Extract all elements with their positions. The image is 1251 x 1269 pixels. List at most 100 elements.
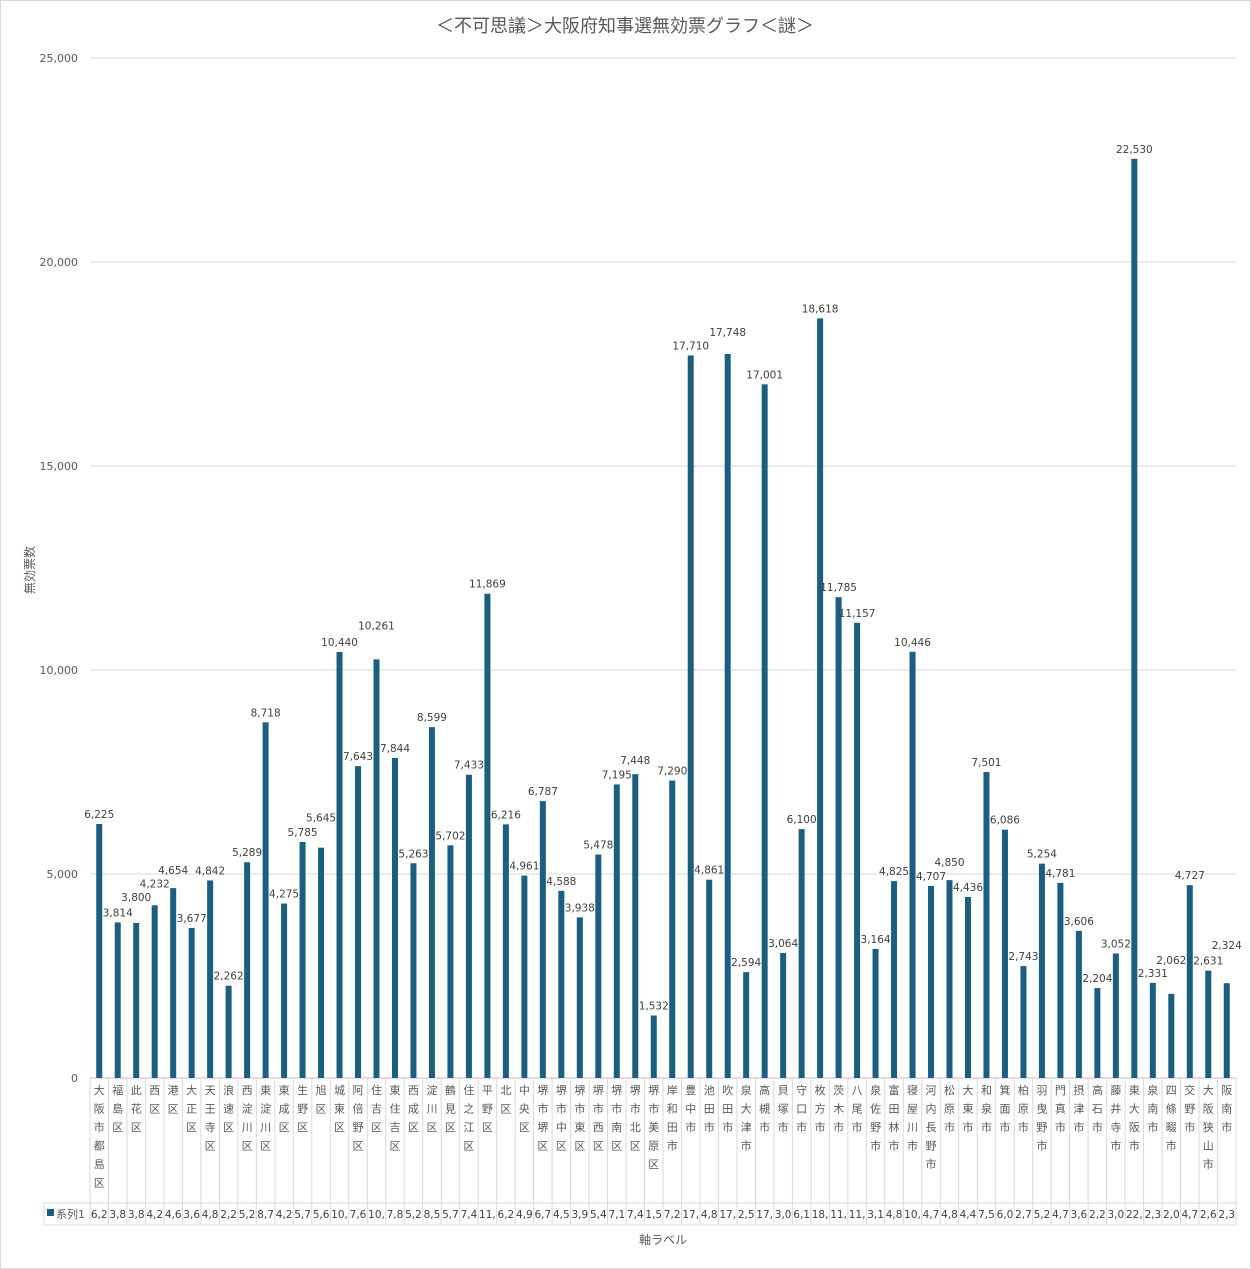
- table-cell-value: 2,7: [1015, 1209, 1032, 1221]
- x-tick-label: 北区: [500, 1084, 511, 1116]
- bar: [1223, 983, 1230, 1078]
- bar: [687, 355, 694, 1078]
- data-label: 2,331: [1138, 968, 1168, 980]
- table-cell-value: 5,6: [313, 1209, 330, 1221]
- y-tick-label: 15,000: [40, 460, 79, 473]
- table-cell-value: 5,2: [1034, 1209, 1051, 1221]
- x-tick-label: 岸和田市: [667, 1084, 678, 1153]
- bar: [964, 897, 971, 1078]
- x-tick-label: 堺市北区: [630, 1084, 641, 1153]
- table-cell-value: 18,: [812, 1209, 829, 1221]
- bar: [650, 1015, 657, 1078]
- x-tick-label: 東成区: [279, 1084, 290, 1134]
- data-label: 5,478: [583, 839, 613, 851]
- bar: [188, 927, 195, 1078]
- table-cell-value: 4,8: [941, 1209, 958, 1221]
- x-tick-label: 箕面市: [999, 1083, 1010, 1134]
- data-label: 2,743: [1008, 951, 1038, 963]
- x-tick-label: 高石市: [1092, 1083, 1103, 1134]
- table-cell-value: 4,8: [701, 1209, 718, 1221]
- bar: [502, 824, 509, 1078]
- x-tick-label: 門真市: [1055, 1084, 1066, 1134]
- data-label: 18,618: [802, 303, 839, 315]
- table-cell-value: 10,: [904, 1209, 921, 1221]
- table-cell-value: 11,: [830, 1209, 847, 1221]
- data-label: 4,781: [1045, 868, 1075, 880]
- data-label: 5,645: [306, 813, 336, 825]
- bar: [835, 597, 842, 1078]
- table-cell-value: 7,4: [461, 1209, 478, 1221]
- x-tick-label: 摂津市: [1073, 1083, 1084, 1134]
- data-label: 6,787: [528, 786, 558, 798]
- bar: [465, 774, 472, 1078]
- data-label: 5,702: [435, 830, 465, 842]
- data-label: 4,850: [934, 857, 964, 869]
- bar: [428, 727, 435, 1078]
- bar: [1038, 863, 1045, 1078]
- table-cell-value: 7,2: [664, 1209, 681, 1221]
- data-label: 10,440: [321, 637, 358, 649]
- legend-label: 系列1: [56, 1207, 85, 1221]
- x-tick-label: 福島区: [112, 1083, 123, 1134]
- data-label: 3,164: [861, 934, 891, 946]
- x-tick-label: 平野区: [482, 1084, 493, 1134]
- data-label: 3,800: [121, 892, 151, 904]
- x-tick-label: 堺市南区: [611, 1084, 622, 1153]
- data-label: 10,261: [358, 620, 395, 632]
- table-cell-value: 4,6: [165, 1209, 182, 1221]
- bar: [854, 622, 861, 1078]
- data-label: 4,436: [953, 882, 983, 894]
- table-cell-value: 4,7: [1181, 1209, 1198, 1221]
- data-label: 2,262: [214, 971, 244, 983]
- bar: [1149, 982, 1156, 1078]
- bar: [743, 972, 750, 1078]
- x-tick-label: 泉佐野市: [870, 1083, 881, 1153]
- x-tick-label: 堺市堺区: [537, 1084, 548, 1153]
- x-tick-label: 住之江区: [463, 1083, 474, 1153]
- table-cell-value: 4,7: [1052, 1209, 1069, 1221]
- y-tick-label: 10,000: [40, 664, 79, 677]
- data-label: 2,324: [1212, 940, 1242, 952]
- bar: [558, 890, 565, 1078]
- bar: [1112, 953, 1119, 1078]
- y-tick-label: 20,000: [40, 256, 79, 269]
- x-tick-label: 枚方市: [815, 1083, 826, 1134]
- bar: [114, 922, 121, 1078]
- x-tick-label: 淀川区: [426, 1083, 437, 1134]
- bar: [447, 845, 454, 1078]
- bar: [891, 881, 898, 1078]
- data-label: 2,631: [1193, 956, 1223, 968]
- x-tick-label: 鶴見区: [445, 1083, 456, 1134]
- table-cell-value: 7,8: [387, 1209, 404, 1221]
- data-label: 4,588: [546, 876, 576, 888]
- x-tick-label: 和泉市: [981, 1084, 992, 1134]
- bar: [225, 985, 232, 1078]
- data-label: 4,707: [916, 871, 946, 883]
- table-cell-value: 17,: [719, 1209, 736, 1221]
- data-label: 3,064: [768, 938, 798, 950]
- table-cell-value: 11,: [479, 1209, 496, 1221]
- table-cell-value: 8,7: [257, 1209, 274, 1221]
- bar: [539, 801, 546, 1078]
- bar: [798, 829, 805, 1078]
- x-tick-label: 西成区: [408, 1084, 419, 1134]
- data-label: 11,157: [839, 608, 876, 620]
- bar: [299, 841, 306, 1078]
- x-tick-label: 河内長野市: [926, 1084, 937, 1171]
- bar: [410, 863, 417, 1078]
- bar: [669, 780, 676, 1078]
- data-label: 3,677: [177, 913, 207, 925]
- table-cell-value: 4,2: [146, 1209, 163, 1221]
- bar: [872, 948, 879, 1078]
- table-cell-value: 2,5: [738, 1209, 755, 1221]
- x-tick-label: 貝塚市: [778, 1084, 789, 1134]
- data-label: 17,748: [709, 327, 746, 339]
- x-tick-label: 堺市東区: [574, 1084, 585, 1153]
- table-cell-value: 7,4: [627, 1209, 644, 1221]
- x-tick-label: 西淀川区: [242, 1084, 253, 1153]
- table-cell-value: 22,: [1126, 1209, 1143, 1221]
- data-label: 2,204: [1082, 973, 1112, 985]
- table-cell-value: 4,5: [553, 1209, 570, 1221]
- data-label: 22,530: [1116, 144, 1153, 156]
- table-cell-value: 8,5: [424, 1209, 441, 1221]
